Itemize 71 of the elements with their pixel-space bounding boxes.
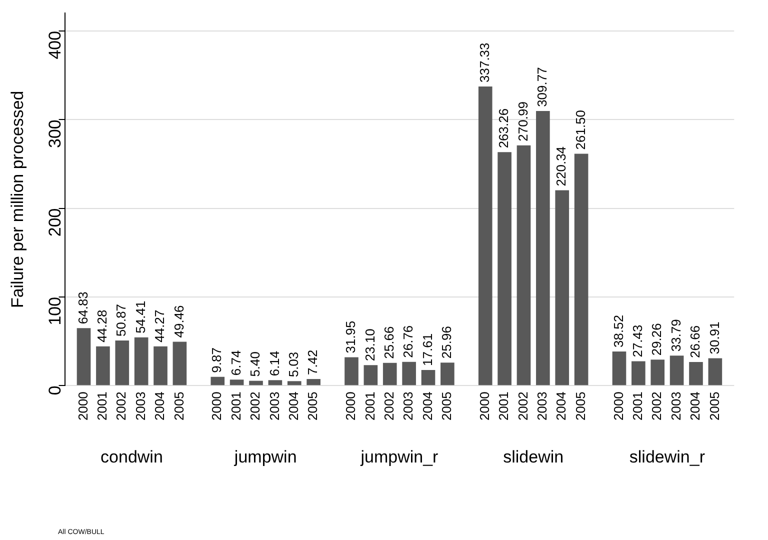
text: 2005 [171,392,186,421]
text: 2002 [248,392,263,421]
text: 2004 [286,392,301,421]
text: 2003 [668,392,684,421]
data-label: 44.28 [94,310,110,342]
text: 2002 [114,392,129,421]
text: 2000 [75,392,90,421]
x-tick-label: jumpwin_r [360,447,439,466]
text: 2004 [152,392,168,421]
data-label: 17.61 [420,333,435,366]
data-label: 23.10 [362,328,378,362]
text: 2005 [305,392,320,421]
data-label: 337.33 [476,42,492,82]
text: 2002 [515,392,530,421]
text: 2004 [420,392,435,421]
data-label: 9.87 [209,348,224,373]
data-label: 26.76 [400,325,416,358]
data-label: 54.41 [132,300,148,334]
text: 2005 [572,392,588,421]
y-axis-title: Failure per million processed [8,90,27,308]
data-label: 27.43 [630,324,646,358]
data-label: 64.83 [75,292,90,324]
y-tick-label: 100 [45,296,64,326]
data-label: 25.96 [439,326,454,359]
y-tick-label: 200 [45,208,64,237]
data-label: 261.50 [572,110,588,150]
text: 2004 [554,392,569,421]
data-label: 6.74 [228,350,244,376]
y-tick-label: 300 [45,120,64,148]
text: 2003 [400,392,416,421]
x-tick-label: slidewin [503,447,564,466]
text: 2000 [610,392,626,421]
data-label: 29.26 [649,323,664,356]
text: 2001 [630,392,646,421]
x-tick-label: condwin [100,447,163,466]
text: 2003 [132,392,148,421]
text: 2004 [688,392,703,421]
data-label: 33.79 [668,319,684,352]
text: 2005 [706,392,722,421]
data-label: 26.66 [688,325,703,358]
text: 2003 [266,392,282,421]
text: 2000 [343,392,358,421]
text: 2001 [94,392,110,421]
data-label: 5.40 [248,352,263,377]
data-label: 38.52 [610,314,626,348]
text: 2001 [362,392,378,421]
data-label: 31.95 [343,320,358,354]
data-label: 263.26 [496,108,512,148]
data-label: 5.03 [286,352,301,378]
data-label: 7.42 [305,350,320,376]
data-label: 44.27 [152,310,168,342]
y-tick-label: 400 [45,30,64,60]
data-label: 30.91 [706,322,722,354]
data-label: 50.87 [114,304,129,336]
text: 2002 [649,392,664,421]
data-label: 6.14 [266,350,282,376]
text: 2000 [209,392,224,421]
text: 2000 [476,392,492,421]
data-label: 49.46 [171,305,186,338]
data-label: 25.66 [381,326,396,359]
data-label: 220.34 [554,146,569,186]
text: 2005 [439,392,454,421]
data-label: 270.99 [515,102,530,142]
text: 2003 [534,392,550,421]
text: 2001 [496,392,512,421]
x-tick-label: slidewin_r [629,447,706,466]
data-label: 309.77 [534,67,550,107]
y-tick-label: 0 [45,386,64,396]
x-tick-label: jumpwin [233,447,297,466]
text: 2001 [228,392,244,421]
text: 2002 [381,392,396,421]
